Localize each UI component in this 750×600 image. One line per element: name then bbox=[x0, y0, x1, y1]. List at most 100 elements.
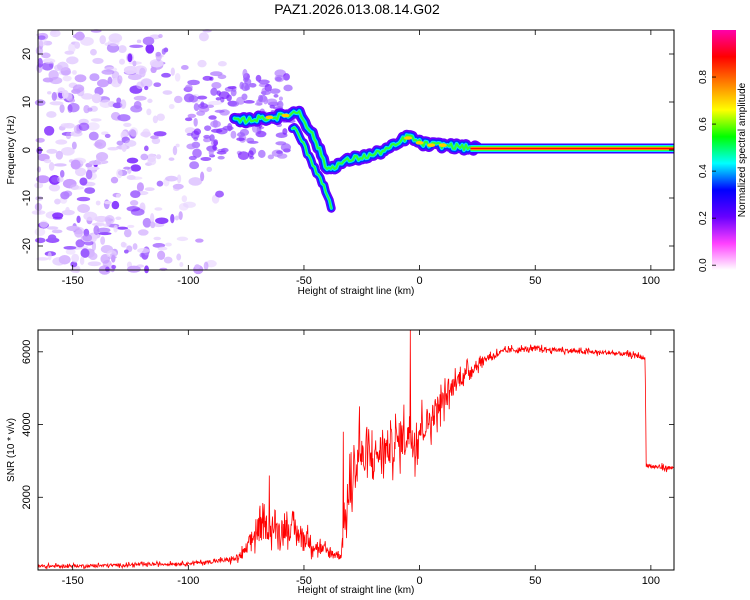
x-tick-label: -50 bbox=[296, 275, 312, 287]
spectrogram-blob bbox=[174, 73, 181, 82]
spectrogram-blob bbox=[142, 36, 155, 46]
spectrogram-blob bbox=[181, 195, 188, 203]
spectrogram-blob bbox=[151, 137, 161, 145]
spectrogram-blob bbox=[48, 162, 55, 171]
spectrogram-blob bbox=[280, 143, 292, 152]
spectrogram-blob bbox=[146, 108, 152, 116]
spectrogram-blob bbox=[71, 141, 77, 150]
spectrogram-blob bbox=[227, 100, 240, 107]
spectrogram-blob bbox=[47, 251, 52, 261]
snr-panel: -150 -100 -50 0 50 100 2000 4000 6000 Height of… bbox=[6, 329, 675, 596]
spectrogram-blob bbox=[189, 161, 200, 170]
spectrogram-blob bbox=[282, 128, 288, 135]
spectrogram-blob bbox=[49, 101, 64, 106]
spectrogram-blob bbox=[244, 78, 252, 86]
spectrogram-blob bbox=[129, 44, 144, 49]
spectrogram-blob bbox=[198, 102, 209, 109]
spectrogram-blob bbox=[236, 96, 245, 105]
spectrogram-blob bbox=[196, 110, 206, 116]
spectrogram-blob bbox=[170, 213, 175, 224]
spectrogram-blob bbox=[208, 100, 223, 106]
y-tick-label: 20 bbox=[21, 48, 33, 60]
spectrogram-blob bbox=[154, 207, 163, 211]
spectrogram-x-ticks: -150 -100 -50 0 50 100 bbox=[62, 30, 660, 287]
spectrogram-blob bbox=[188, 177, 203, 186]
spectrogram-blob bbox=[174, 215, 179, 221]
spectrogram-blob bbox=[71, 253, 80, 263]
spectrogram-blob bbox=[55, 139, 68, 145]
spectrogram-blob bbox=[76, 215, 81, 224]
spectrogram-blob bbox=[140, 153, 149, 161]
spectrogram-blob bbox=[120, 241, 127, 248]
spectrogram-blob bbox=[192, 148, 202, 158]
spectrogram-blob bbox=[107, 147, 119, 151]
spectrogram-blob bbox=[193, 117, 198, 127]
snr-y-label: SNR (10 * v/v) bbox=[6, 418, 17, 482]
spectrogram-blob bbox=[157, 250, 166, 261]
spectrogram-blob bbox=[41, 52, 51, 59]
spectrogram-blob bbox=[203, 134, 211, 139]
spectrogram-blob bbox=[94, 86, 104, 96]
x-tick-label: -150 bbox=[62, 575, 84, 587]
x-tick-label: 50 bbox=[529, 275, 541, 287]
spectrogram-blob bbox=[105, 266, 110, 272]
spectrogram-blob bbox=[74, 228, 83, 238]
colorbar: 0.0 0.2 0.4 0.6 0.8 Normalized spectral ampl… bbox=[698, 30, 748, 272]
spectrogram-blob bbox=[95, 200, 101, 206]
spectrogram-blob bbox=[107, 76, 113, 85]
y-tick-label: 4000 bbox=[21, 412, 33, 436]
spectrogram-blob bbox=[133, 95, 147, 101]
spectrogram-blob bbox=[145, 43, 155, 54]
spectrogram-hotspot bbox=[427, 143, 436, 147]
spectrogram-blob bbox=[56, 61, 69, 72]
spectrogram-blob bbox=[75, 239, 85, 248]
spectrogram-blob bbox=[126, 157, 139, 164]
spectrogram-blob bbox=[74, 265, 81, 274]
spectrogram-blob bbox=[48, 183, 61, 192]
snr-x-ticks: -150 -100 -50 0 50 100 bbox=[62, 330, 660, 587]
spectrogram-blob bbox=[127, 224, 135, 228]
spectrogram-blob bbox=[176, 253, 182, 261]
spectrogram-blob bbox=[111, 264, 117, 270]
spectrogram-blob bbox=[208, 115, 217, 120]
spectrogram-blob bbox=[153, 82, 162, 88]
spectrogram-blob bbox=[277, 101, 282, 106]
spectrogram-blob bbox=[64, 50, 75, 55]
spectrogram-blob bbox=[222, 125, 234, 131]
colorbar-ticks: 0.0 0.2 0.4 0.6 0.8 bbox=[698, 70, 716, 272]
spectrogram-blob bbox=[217, 155, 225, 160]
spectrogram-blob bbox=[36, 146, 43, 155]
spectrogram-blob bbox=[136, 182, 144, 192]
spectrogram-blob bbox=[77, 203, 90, 214]
spectrogram-blob bbox=[115, 216, 122, 220]
spectrogram-blob bbox=[181, 64, 189, 70]
spectrogram-blob bbox=[113, 224, 118, 233]
spectrogram-blob bbox=[53, 163, 67, 167]
x-tick-label: -150 bbox=[62, 275, 84, 287]
spectrogram-blob bbox=[127, 265, 141, 273]
spectrogram-blob bbox=[47, 91, 52, 95]
spectrogram-blob bbox=[99, 99, 113, 108]
spectrogram-blob bbox=[249, 83, 257, 88]
spectrogram-blob bbox=[226, 94, 232, 102]
spectrogram-blob bbox=[65, 131, 72, 140]
spectrogram-blob bbox=[147, 157, 157, 166]
spectrogram-blob bbox=[152, 115, 159, 124]
spectrogram-blob bbox=[155, 51, 162, 57]
spectrogram-blob bbox=[133, 100, 142, 110]
spectrogram-blob bbox=[47, 234, 57, 242]
spectrogram-blob bbox=[42, 58, 56, 64]
spectrogram-blob bbox=[117, 114, 131, 122]
spectrogram-blob bbox=[197, 95, 208, 100]
spectrogram-ridge bbox=[229, 105, 483, 213]
spectrogram-blob bbox=[282, 73, 290, 81]
spectrogram-blob bbox=[216, 90, 221, 96]
spectrogram-blob bbox=[51, 91, 57, 101]
spectrogram-blob bbox=[99, 35, 106, 45]
y-tick-label: 2000 bbox=[21, 485, 33, 509]
spectrogram-blob bbox=[91, 93, 102, 104]
x-tick-label: 0 bbox=[417, 575, 423, 587]
spectrogram-blob bbox=[93, 225, 100, 236]
spectrogram-blob bbox=[127, 53, 133, 63]
